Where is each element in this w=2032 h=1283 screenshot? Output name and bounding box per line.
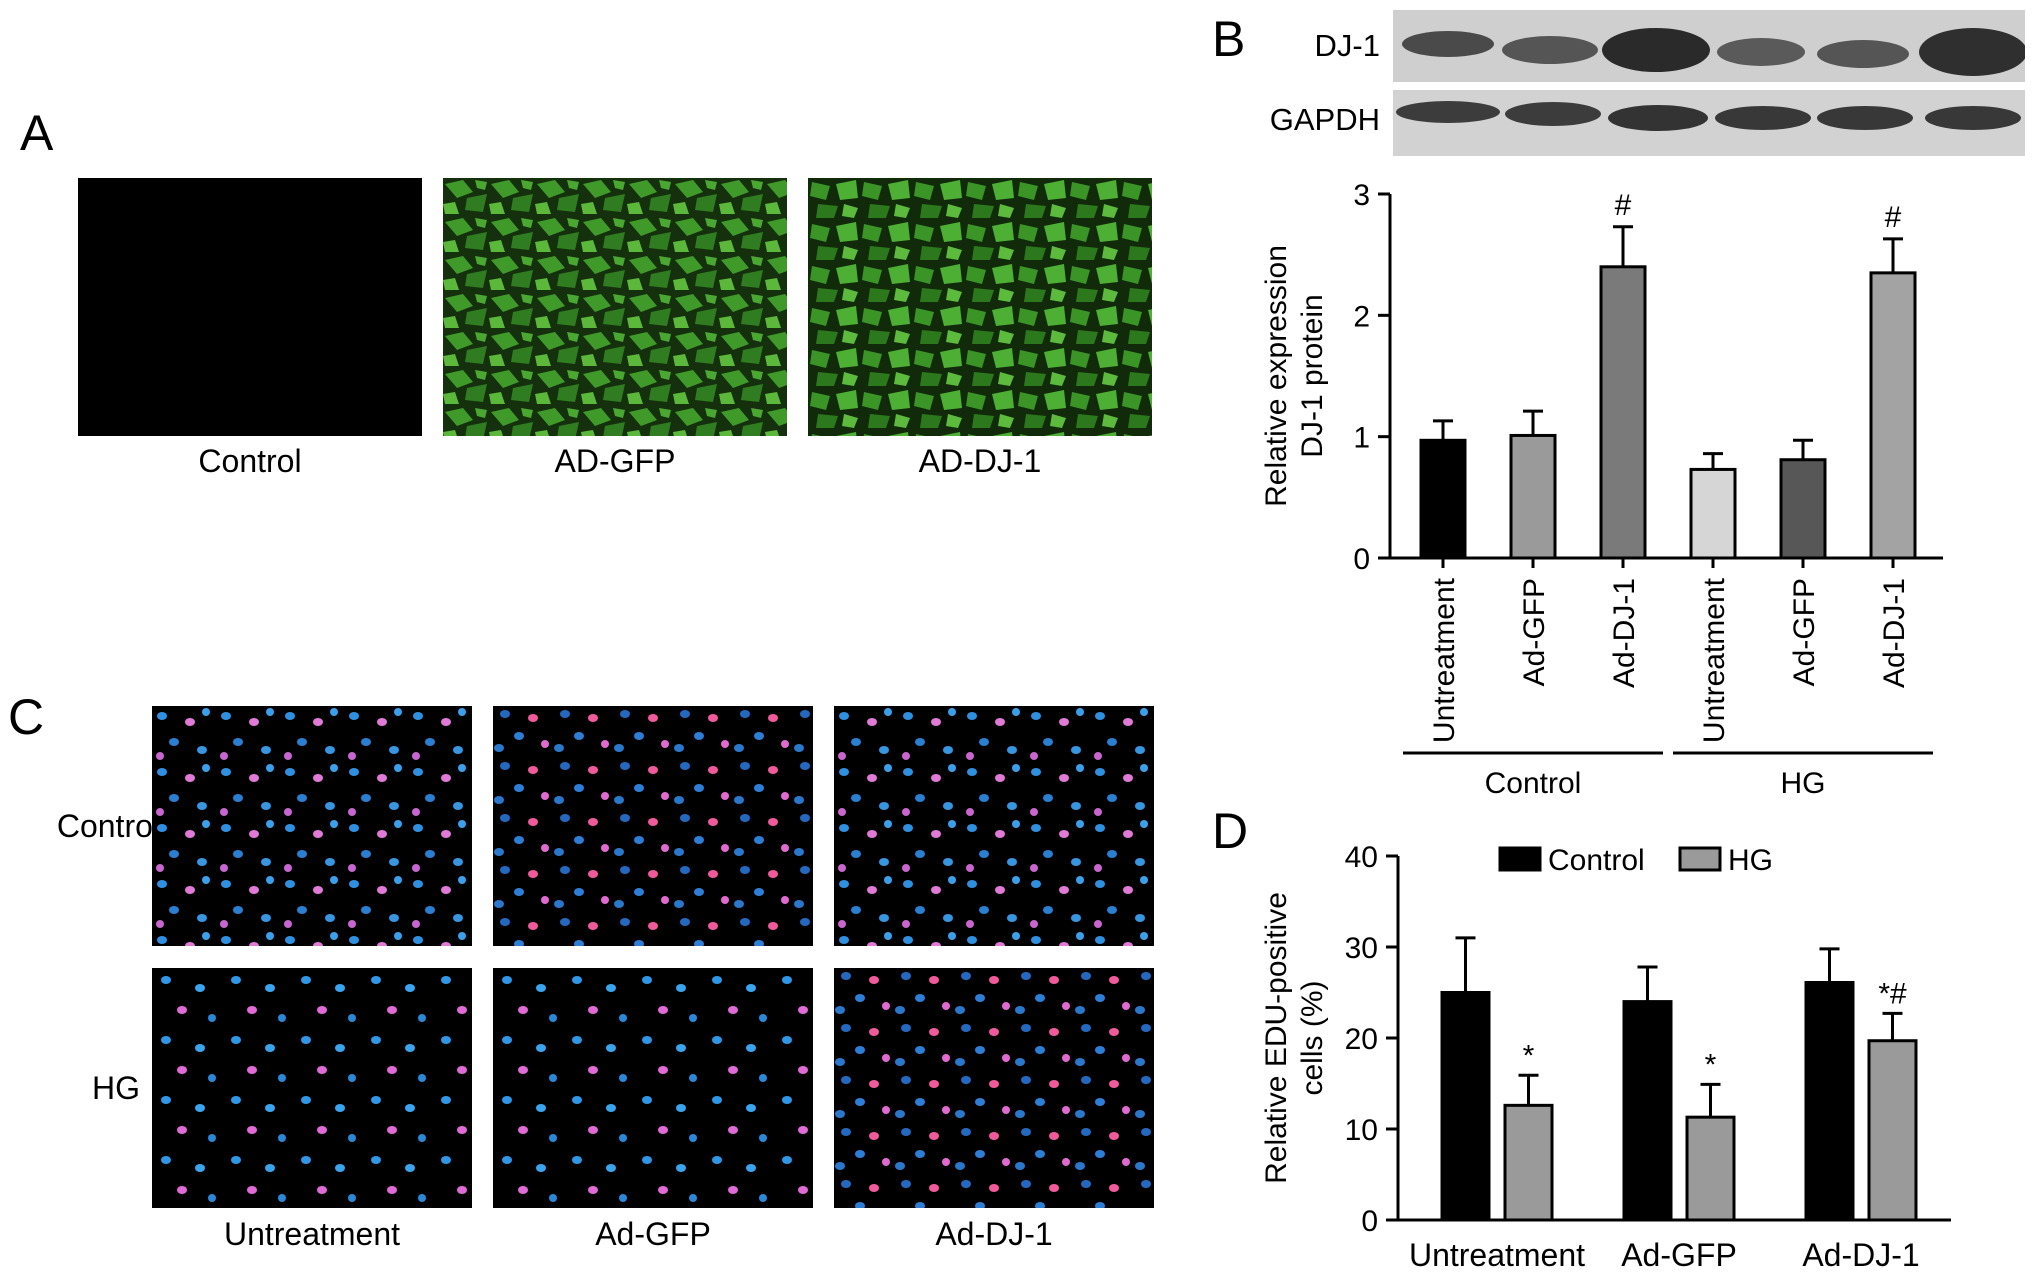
panel-b-bar-chart: 0 1 2 3 Relative expression DJ-1 protein Untre…	[1260, 179, 1943, 800]
bar	[1622, 1000, 1673, 1222]
panel-c-col-label-untreatment: Untreatment	[223, 1216, 401, 1252]
dj1-western-blot	[1393, 10, 2025, 82]
bar	[1869, 271, 1917, 560]
y-axis-label-line1: Relative expression	[1260, 245, 1293, 507]
bar	[1509, 433, 1557, 560]
y-tick-label: 2	[1353, 300, 1370, 333]
legend-swatch	[1678, 846, 1722, 872]
x-tick-label: Ad-GFP	[1621, 1237, 1737, 1273]
y-tick-label: 30	[1345, 932, 1378, 965]
edu-image-control-untreatment	[152, 706, 472, 946]
edu-image-control-ad-dj1	[834, 706, 1154, 946]
blot-label-dj1: DJ-1	[1314, 28, 1380, 63]
group-label: Control	[1485, 767, 1582, 800]
panel-a-caption-ad-dj1: AD-DJ-1	[918, 443, 1042, 479]
bar	[1599, 265, 1647, 560]
x-tick-label: Ad-GFP	[1518, 578, 1551, 686]
gapdh-bands	[1396, 101, 2021, 131]
dj1-bands	[1402, 28, 2025, 76]
edu-image-hg-ad-dj1	[834, 968, 1154, 1208]
significance-mark: *	[1705, 1048, 1717, 1081]
control-fluorescence-image	[78, 178, 422, 436]
bar	[1867, 1039, 1918, 1222]
legend-label: Control	[1548, 844, 1645, 877]
edu-image-hg-ad-gfp	[493, 968, 813, 1208]
panel-c-row-label-control: Control	[56, 808, 160, 844]
significance-mark: *	[1523, 1039, 1535, 1072]
bar	[1685, 1115, 1736, 1222]
y-tick-label: 1	[1353, 422, 1370, 455]
x-tick-label: Untreatment	[1698, 577, 1731, 743]
legend-swatch	[1498, 846, 1542, 872]
significance-mark: #	[1885, 201, 1902, 234]
bar	[1689, 467, 1737, 560]
y-tick-label: 0	[1353, 543, 1370, 576]
gapdh-western-blot	[1393, 90, 2025, 156]
gfp-cells-pattern	[443, 178, 787, 436]
panel-a-letter: A	[20, 105, 54, 161]
blot-label-gapdh: GAPDH	[1269, 102, 1380, 137]
y-tick-label: 40	[1345, 841, 1378, 874]
panel-b-letter: B	[1212, 11, 1246, 67]
bar	[1419, 438, 1467, 560]
significance-mark: *#	[1878, 977, 1907, 1010]
panel-d-letter: D	[1212, 803, 1249, 859]
y-tick-label: 3	[1353, 179, 1370, 212]
y-tick-label: 0	[1361, 1205, 1378, 1238]
panel-c-letter: C	[8, 689, 45, 745]
edu-image-control-ad-gfp	[493, 706, 813, 946]
x-tick-label: Ad-DJ-1	[1878, 578, 1911, 688]
bar	[1804, 980, 1855, 1222]
significance-mark: #	[1615, 189, 1632, 222]
x-tick-label: Ad-DJ-1	[1608, 578, 1641, 688]
ad-gfp-fluorescence-image	[443, 178, 787, 436]
edu-image-hg-untreatment	[152, 968, 472, 1208]
x-tick-label: Ad-DJ-1	[1802, 1237, 1919, 1273]
dj1-cells-pattern	[808, 178, 1152, 436]
bar	[1779, 458, 1827, 560]
panel-c-col-label-ad-gfp: Ad-GFP	[595, 1216, 711, 1252]
ad-dj1-fluorescence-image	[808, 178, 1152, 436]
y-axis-label-line2: DJ-1 protein	[1296, 294, 1329, 457]
y-tick-label: 20	[1345, 1023, 1378, 1056]
panel-a-caption-ad-gfp: AD-GFP	[554, 443, 676, 479]
x-tick-label: Untreatment	[1409, 1237, 1585, 1273]
y-axis-label-line1: Relative EDU-positive	[1260, 892, 1293, 1184]
y-axis-label-line2: cells (%)	[1296, 980, 1329, 1095]
panel-c-row-label-hg: HG	[92, 1070, 140, 1106]
group-label: HG	[1781, 767, 1826, 800]
panel-d-bar-chart: 0 10 20 30 40 Relative EDU-positive cells (%) *…	[1260, 841, 1951, 1273]
bar	[1503, 1103, 1554, 1222]
panel-a-caption-control: Control	[198, 443, 302, 479]
panel-c-col-label-ad-dj1: Ad-DJ-1	[935, 1216, 1053, 1252]
x-tick-label: Untreatment	[1428, 577, 1461, 743]
x-tick-label: Ad-GFP	[1788, 578, 1821, 686]
y-tick-label: 10	[1345, 1114, 1378, 1147]
legend-label: HG	[1728, 844, 1773, 877]
bar	[1440, 991, 1491, 1222]
